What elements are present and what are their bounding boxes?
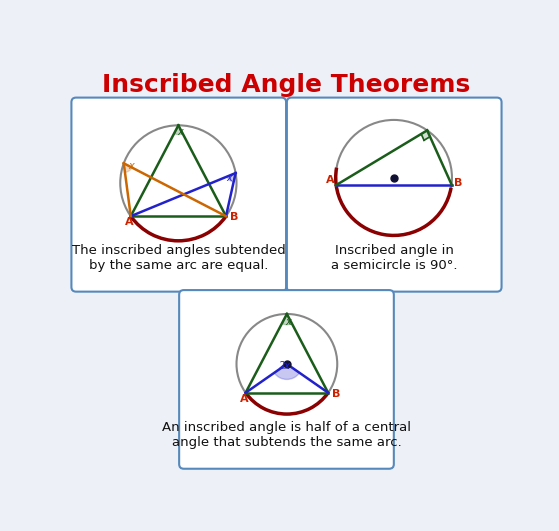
- Text: Inscribed angle in
a semicircle is 90°.: Inscribed angle in a semicircle is 90°.: [331, 244, 457, 272]
- Text: B: B: [331, 389, 340, 399]
- Polygon shape: [421, 131, 430, 140]
- FancyBboxPatch shape: [72, 98, 286, 292]
- Wedge shape: [227, 173, 235, 182]
- Text: x: x: [226, 173, 233, 183]
- Text: A: A: [326, 175, 335, 185]
- Text: Inscribed Angle Theorems: Inscribed Angle Theorems: [102, 73, 471, 97]
- Wedge shape: [282, 314, 292, 325]
- Text: A: A: [125, 217, 134, 227]
- FancyBboxPatch shape: [287, 98, 501, 292]
- Text: x: x: [129, 161, 134, 172]
- Text: B: B: [454, 178, 463, 188]
- Wedge shape: [274, 364, 300, 380]
- Text: B: B: [230, 212, 238, 222]
- Text: x: x: [285, 317, 291, 327]
- FancyBboxPatch shape: [179, 290, 394, 469]
- Wedge shape: [174, 125, 183, 134]
- Wedge shape: [124, 164, 132, 173]
- Text: x: x: [177, 127, 183, 138]
- Text: An inscribed angle is half of a central
angle that subtends the same arc.: An inscribed angle is half of a central …: [162, 421, 411, 449]
- Text: The inscribed angles subtended
by the same arc are equal.: The inscribed angles subtended by the sa…: [72, 244, 286, 272]
- Text: A: A: [240, 394, 248, 404]
- Text: 2x: 2x: [280, 361, 291, 371]
